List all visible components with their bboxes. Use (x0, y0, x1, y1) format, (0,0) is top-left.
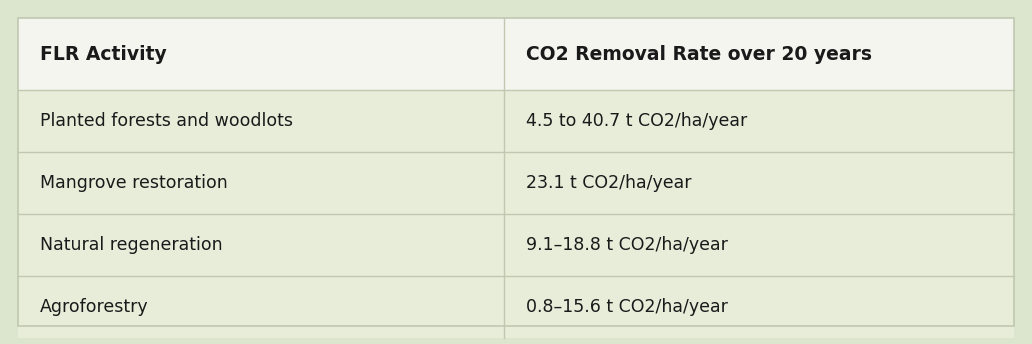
Bar (18, 18, 1014, 326)
Text: 4.5 to 40.7 t CO2/ha/year: 4.5 to 40.7 t CO2/ha/year (526, 112, 747, 130)
Bar (18, 18, 1014, 90)
Bar (18, 18, 1014, 326)
Text: CO2 Removal Rate over 20 years: CO2 Removal Rate over 20 years (526, 44, 872, 64)
Bar (18, 90, 1014, 152)
Text: 9.1–18.8 t CO2/ha/year: 9.1–18.8 t CO2/ha/year (526, 236, 728, 254)
Bar (18, 152, 1014, 214)
Bar (18, 276, 1014, 338)
Text: Mangrove restoration: Mangrove restoration (40, 174, 228, 192)
Text: 23.1 t CO2/ha/year: 23.1 t CO2/ha/year (526, 174, 691, 192)
Text: 0.8–15.6 t CO2/ha/year: 0.8–15.6 t CO2/ha/year (526, 298, 728, 316)
Text: Agroforestry: Agroforestry (40, 298, 149, 316)
Text: FLR Activity: FLR Activity (40, 44, 167, 64)
Text: Natural regeneration: Natural regeneration (40, 236, 223, 254)
Text: Planted forests and woodlots: Planted forests and woodlots (40, 112, 293, 130)
Bar (18, 214, 1014, 276)
